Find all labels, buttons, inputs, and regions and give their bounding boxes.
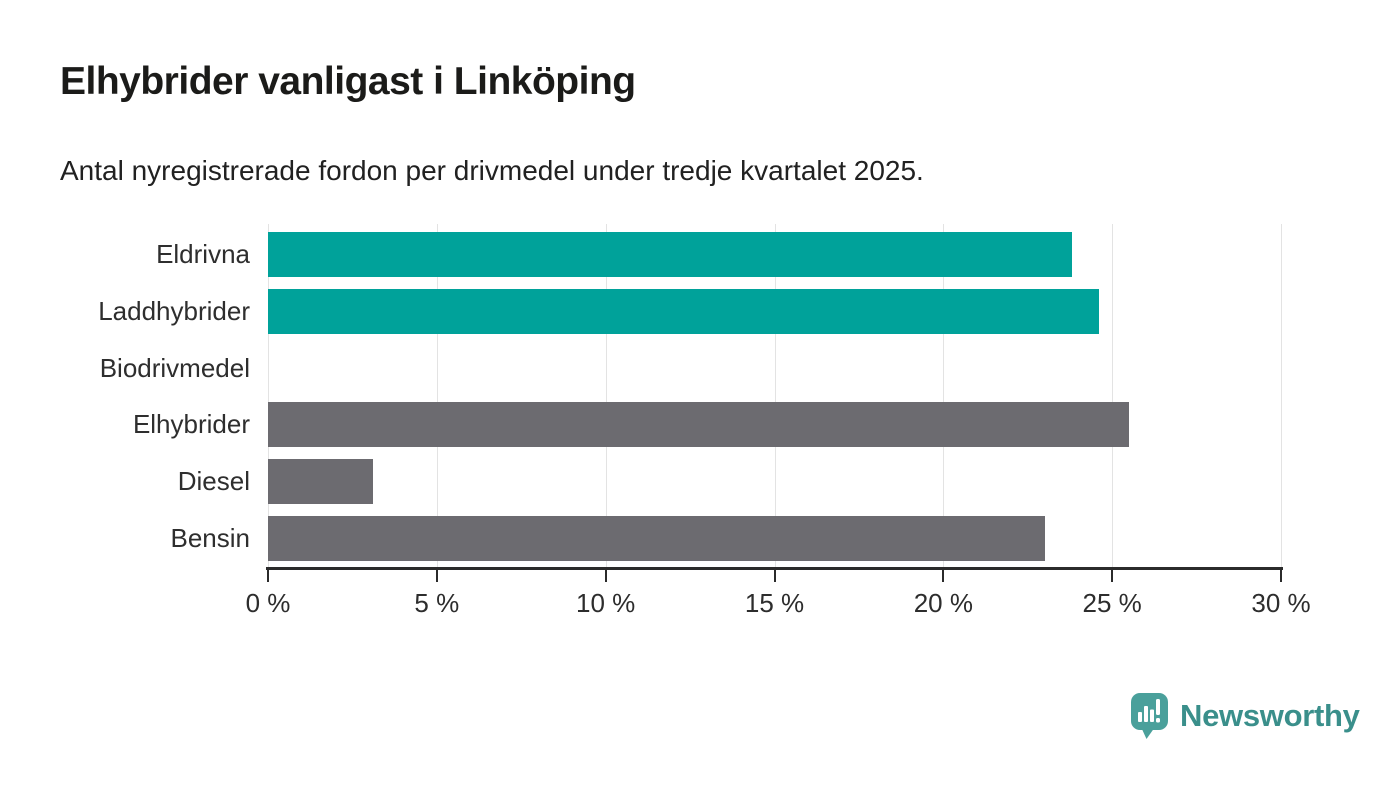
gridline: [1281, 224, 1282, 567]
x-axis-tick: [267, 570, 269, 582]
gridline: [1112, 224, 1114, 567]
gridline: [436, 224, 438, 567]
x-axis-tick: [1280, 570, 1282, 582]
x-axis-tick-label: 25 %: [1082, 588, 1142, 618]
newsworthy-icon: [1131, 693, 1168, 739]
x-axis-tick: [435, 570, 438, 582]
bar-elhybrider: [268, 402, 1130, 448]
x-axis-tick: [1111, 570, 1114, 582]
category-label: Bensin: [170, 523, 251, 554]
gridline: [605, 224, 607, 567]
brand-logo: Newsworthy: [1130, 692, 1360, 740]
x-axis-tick-label: 5 %: [414, 588, 460, 618]
brand-name: Newsworthy: [1180, 698, 1360, 733]
x-axis-tick-label: 30 %: [1251, 588, 1311, 618]
gridline: [774, 224, 776, 567]
bar-bensin: [268, 516, 1045, 562]
gridline: [943, 224, 945, 567]
x-axis-tick: [773, 570, 776, 582]
x-axis-line: [266, 567, 1283, 570]
category-label: Laddhybrider: [98, 295, 250, 326]
x-axis-tick: [942, 570, 945, 582]
x-axis-tick: [604, 570, 607, 582]
category-label: Diesel: [177, 466, 250, 497]
bar-laddhybrider: [268, 288, 1099, 334]
bar-eldrivna: [268, 231, 1072, 277]
page-title: Elhybrider vanligast i Linköping: [60, 60, 636, 103]
category-label: Eldrivna: [156, 238, 250, 269]
bar-diesel: [268, 459, 373, 505]
x-axis-tick-label: 0 %: [245, 588, 291, 618]
x-axis-tick-label: 15 %: [744, 588, 805, 618]
chart-subtitle: Antal nyregistrerade fordon per drivmede…: [60, 155, 924, 186]
x-axis-tick-label: 10 %: [576, 588, 636, 618]
category-label: Elhybrider: [132, 409, 250, 440]
category-label: Biodrivmedel: [99, 352, 250, 383]
gridline: [268, 224, 269, 567]
x-axis-tick-label: 20 %: [913, 588, 973, 618]
